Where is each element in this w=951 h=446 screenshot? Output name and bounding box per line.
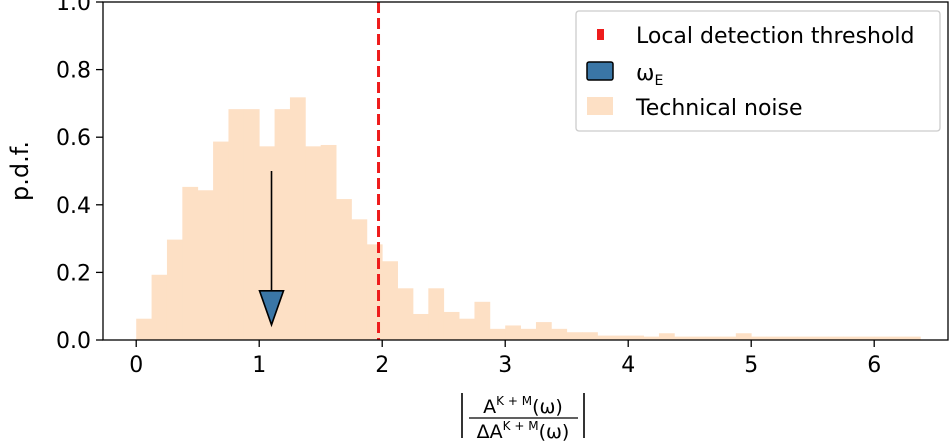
histogram-bar-34 <box>658 333 675 340</box>
x-tick-label-1: 1 <box>252 353 266 378</box>
axes-frame <box>102 1 949 341</box>
histogram-bar-39 <box>735 333 752 340</box>
histogram-bar-47 <box>858 336 875 340</box>
histogram-bar-32 <box>628 335 644 340</box>
histogram-bar-0 <box>136 318 152 340</box>
x-label-numerator-suffix: (ω) <box>532 396 563 418</box>
histogram-bar-5 <box>213 141 229 340</box>
histogram-bar-14 <box>351 219 368 340</box>
arrow-head <box>258 289 285 328</box>
x-axis-ticks: 0 1 2 3 4 5 6 <box>129 340 881 378</box>
histogram-bar-33 <box>643 336 660 340</box>
histogram-bar-27 <box>551 328 568 340</box>
x-label-numerator: AK + M(ω) <box>483 394 563 418</box>
x-tick-label-3: 3 <box>498 353 512 378</box>
histogram-bar-2 <box>166 239 183 340</box>
x-label-denominator-suffix: (ω) <box>539 421 570 443</box>
x-axis-label: AK + M(ω) ΔAK + M(ω) <box>461 393 585 443</box>
histogram-bar-24 <box>505 325 521 340</box>
histogram-bar-7 <box>243 109 260 340</box>
y-axis-label: p.d.f. <box>6 141 34 201</box>
histogram-bar-4 <box>197 190 214 340</box>
y-tick-label-4: 0.8 <box>56 59 91 84</box>
legend-marker-sub: E <box>654 73 663 89</box>
histogram-bar-23 <box>489 328 506 340</box>
legend-marker-swatch <box>586 61 614 81</box>
histogram-bar-38 <box>720 336 737 340</box>
legend-frame <box>575 10 941 132</box>
histogram-bar-42 <box>781 336 798 340</box>
y-tick-label-5: 1.0 <box>56 0 91 16</box>
histogram-bar-37 <box>705 336 721 340</box>
histogram-bar-25 <box>520 328 537 340</box>
histogram-bar-50 <box>904 336 921 340</box>
histogram-bar-26 <box>535 322 552 340</box>
histogram-bar-21 <box>459 318 475 340</box>
x-tick-label-0: 0 <box>129 353 143 378</box>
histogram-bar-1 <box>151 274 168 340</box>
legend: Local detection threshold ωE Technical n… <box>575 10 941 132</box>
histogram-bar-40 <box>751 336 767 340</box>
histogram-bar-17 <box>397 288 414 340</box>
histogram-bar-30 <box>597 335 614 340</box>
x-label-denominator-base: ΔA <box>477 421 503 443</box>
histogram-bar-19 <box>428 288 445 340</box>
x-label-numerator-base: A <box>483 396 496 418</box>
histogram-bar-9 <box>274 109 291 340</box>
histogram-bar-13 <box>336 199 352 340</box>
y-tick-label-1: 0.2 <box>56 261 91 286</box>
histogram-bar-43 <box>797 336 814 340</box>
x-tick-label-5: 5 <box>744 353 758 378</box>
x-tick-label-6: 6 <box>867 353 881 378</box>
legend-threshold-swatch <box>597 29 604 40</box>
histogram-bar-16 <box>382 261 398 340</box>
x-tick-label-2: 2 <box>375 353 389 378</box>
histogram-bar-35 <box>674 336 691 340</box>
y-tick-label-3: 0.6 <box>56 126 91 151</box>
histogram-bar-3 <box>182 186 199 340</box>
x-label-denominator: ΔAK + M(ω) <box>477 419 570 443</box>
histogram-bar-18 <box>412 313 429 340</box>
histogram-bar-49 <box>889 336 906 340</box>
x-label-denominator-sup: K + M <box>503 419 539 433</box>
histogram-bar-31 <box>612 335 629 340</box>
legend-noise-swatch <box>587 97 613 115</box>
histogram-bar-10 <box>289 97 306 340</box>
histogram-bar-12 <box>320 144 337 340</box>
y-axis-ticks: 0.0 0.2 0.4 0.6 0.8 1.0 <box>56 0 103 354</box>
histogram-bar-11 <box>305 146 322 340</box>
legend-marker-label: ωE <box>636 61 663 89</box>
histogram-bar-22 <box>474 301 491 340</box>
histogram-bar-28 <box>566 332 583 340</box>
histogram-bar-48 <box>874 336 890 340</box>
x-label-numerator-sup: K + M <box>496 394 532 408</box>
histogram-bar-15 <box>366 244 383 340</box>
y-tick-label-2: 0.4 <box>56 194 91 219</box>
histogram-bar-29 <box>582 332 598 340</box>
legend-marker-symbol: ω <box>636 61 654 86</box>
histogram-bar-36 <box>689 336 706 340</box>
histogram-bar-41 <box>766 336 783 340</box>
arrow-layer <box>258 171 285 328</box>
legend-noise-label: Technical noise <box>635 96 803 121</box>
x-tick-label-4: 4 <box>621 353 635 378</box>
histogram-bar-45 <box>828 336 844 340</box>
histogram-bar-20 <box>443 311 460 340</box>
histogram-bar-46 <box>843 336 860 340</box>
histogram-bar-44 <box>812 336 829 340</box>
y-tick-label-0: 0.0 <box>56 329 91 354</box>
histogram-bar-6 <box>228 109 245 340</box>
histogram-bars <box>136 97 921 340</box>
legend-threshold-label: Local detection threshold <box>636 24 915 49</box>
